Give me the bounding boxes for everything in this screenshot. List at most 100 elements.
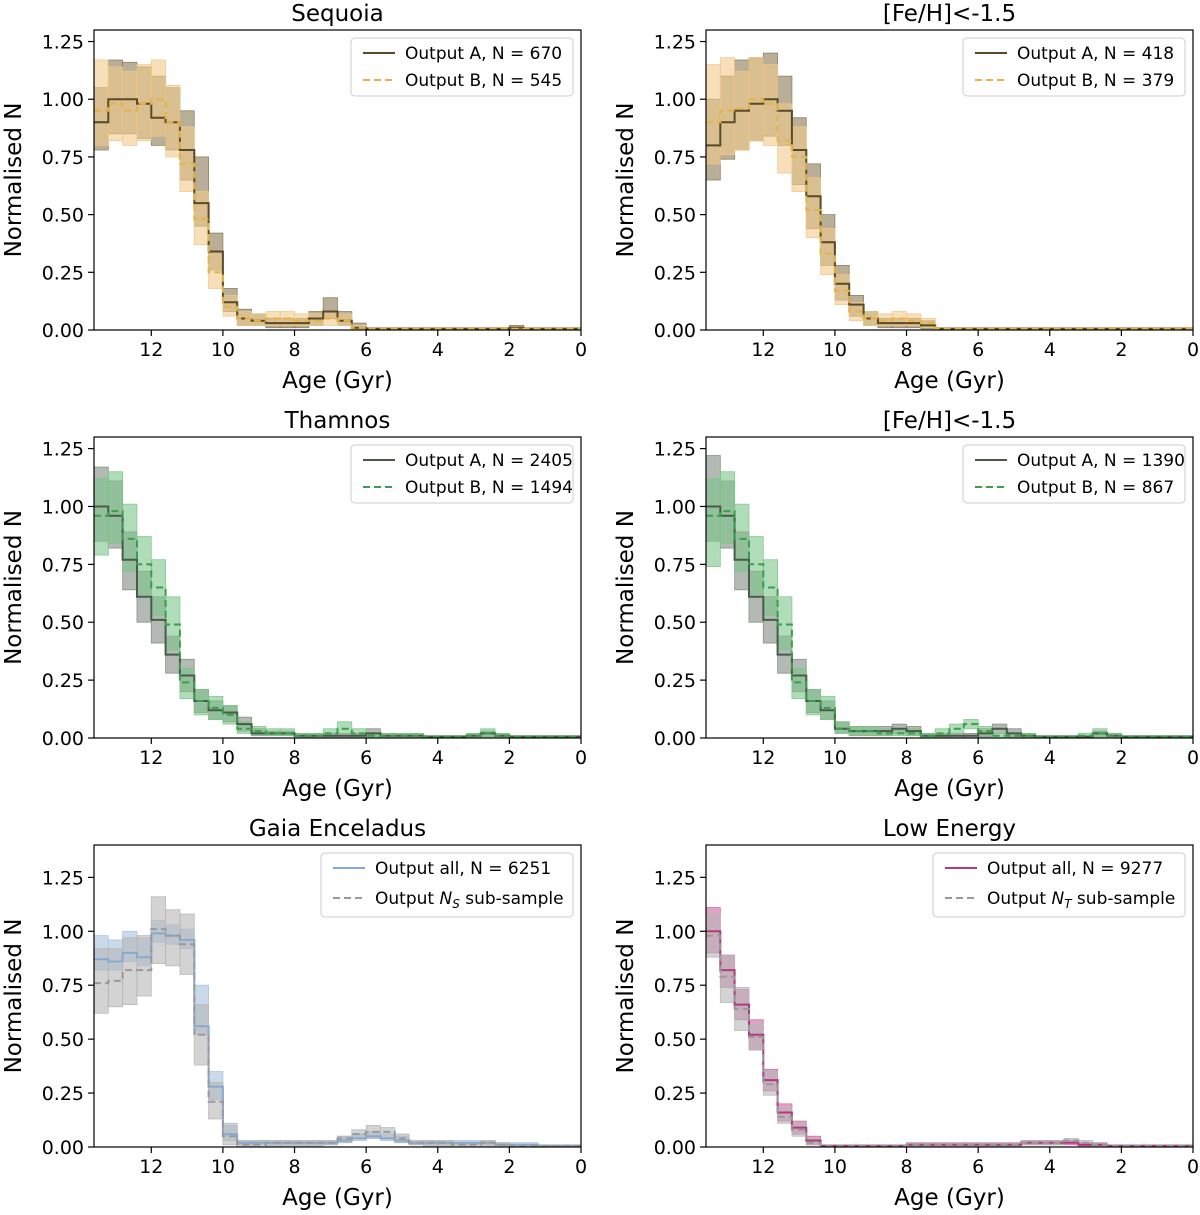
plot-area bbox=[706, 907, 1193, 1147]
error-band-bin bbox=[777, 103, 793, 174]
legend-box bbox=[350, 37, 574, 97]
error-band-bin bbox=[150, 59, 167, 137]
y-tick-label: 0.25 bbox=[654, 262, 696, 284]
error-band-bin bbox=[208, 253, 224, 289]
x-tick-label: 4 bbox=[432, 747, 444, 769]
legend-math-symbol: N bbox=[1051, 889, 1064, 909]
error-band-bin bbox=[748, 536, 764, 595]
y-tick-label: 0.00 bbox=[42, 728, 84, 750]
y-tick-label: 0.00 bbox=[654, 1137, 696, 1159]
legend-math-subscript: T bbox=[1064, 897, 1073, 911]
error-band-bin bbox=[94, 59, 109, 146]
legend: Output A, N = 670 Output B, N = 545 bbox=[350, 37, 574, 97]
x-tick-label: 4 bbox=[1044, 747, 1056, 769]
x-tick-label: 12 bbox=[751, 339, 775, 361]
y-tick-label: 0.50 bbox=[42, 205, 84, 227]
error-band-bin bbox=[380, 1127, 396, 1139]
y-tick-label: 1.25 bbox=[42, 867, 84, 889]
legend: Output all, N = 9277 Output NT sub-sample bbox=[932, 852, 1186, 918]
error-band-bin bbox=[94, 478, 109, 556]
x-tick-label: 2 bbox=[1115, 747, 1127, 769]
error-band-bin bbox=[791, 668, 807, 700]
y-axis-label: Normalised N bbox=[1, 103, 27, 258]
chart-title: Low Energy bbox=[883, 816, 1016, 842]
error-band-bin bbox=[179, 668, 195, 700]
error-band-bin bbox=[308, 313, 324, 326]
x-tick-label: 12 bbox=[139, 747, 163, 769]
axes-frame bbox=[705, 29, 1194, 331]
x-axis-label: Age (Gyr) bbox=[894, 368, 1005, 394]
error-band-bin bbox=[734, 503, 750, 572]
x-tick-label: 8 bbox=[900, 339, 912, 361]
y-tick-label: 1.00 bbox=[42, 496, 84, 518]
chart-title: Sequoia bbox=[291, 1, 383, 27]
y-tick-label: 0.00 bbox=[654, 320, 696, 342]
y-axis-label: Normalised N bbox=[613, 919, 639, 1074]
legend-entry-2: Output NT sub-sample bbox=[987, 889, 1175, 911]
y-tick-label: 0.75 bbox=[42, 554, 84, 576]
x-tick-label: 2 bbox=[1115, 1156, 1127, 1178]
error-band-bin bbox=[891, 728, 907, 737]
y-tick-label: 1.25 bbox=[42, 32, 84, 54]
y-tick-label: 0.50 bbox=[654, 612, 696, 634]
y-tick-label: 0.00 bbox=[42, 1137, 84, 1159]
x-tick-label: 12 bbox=[139, 339, 163, 361]
x-tick-label: 4 bbox=[432, 1156, 444, 1178]
band-group-2 bbox=[94, 471, 581, 738]
x-tick-label: 6 bbox=[972, 339, 984, 361]
legend-text-rest: sub-sample bbox=[1072, 889, 1176, 909]
error-band-bin bbox=[136, 935, 152, 997]
error-band-bin bbox=[165, 909, 181, 967]
y-tick-label: 0.75 bbox=[42, 147, 84, 169]
chart-panel-6: 12 10 8 6 4 2 0 0.00 0.25 0.50 0.75 1.00 1.25 Low Ene… bbox=[613, 816, 1199, 1211]
series-line-2 bbox=[94, 98, 581, 330]
y-tick-label: 0.25 bbox=[654, 670, 696, 692]
plot-area bbox=[94, 896, 581, 1147]
error-band-bin bbox=[236, 1140, 252, 1147]
x-tick-label: 0 bbox=[575, 339, 587, 361]
y-tick-label: 0.50 bbox=[654, 1029, 696, 1051]
error-band-bin bbox=[193, 191, 209, 246]
x-axis-label: Age (Gyr) bbox=[282, 1185, 393, 1210]
error-band-bin bbox=[906, 728, 922, 737]
x-tick-label: 10 bbox=[211, 747, 235, 769]
y-axis-label: Normalised N bbox=[1, 510, 27, 665]
x-tick-label: 10 bbox=[211, 339, 235, 361]
plot-area bbox=[706, 52, 1193, 330]
error-band-bin bbox=[122, 503, 138, 572]
error-band-bin bbox=[762, 1071, 779, 1096]
y-axis-label: Normalised N bbox=[613, 510, 639, 665]
x-tick-label: 6 bbox=[360, 1156, 372, 1178]
error-band-bin bbox=[193, 688, 209, 716]
series-line-1 bbox=[94, 505, 581, 738]
legend-entry-2: Output B, N = 867 bbox=[1017, 478, 1174, 498]
y-axis-label: Normalised N bbox=[613, 103, 639, 258]
error-band-bin bbox=[337, 1135, 353, 1144]
x-tick-label: 2 bbox=[503, 747, 515, 769]
y-tick-label: 0.75 bbox=[42, 975, 84, 997]
error-band-bin bbox=[208, 1081, 224, 1120]
error-band-bin bbox=[834, 274, 850, 306]
x-tick-label: 0 bbox=[575, 1156, 587, 1178]
legend-box bbox=[350, 444, 574, 504]
x-tick-label: 12 bbox=[751, 1156, 775, 1178]
y-tick-label: 1.25 bbox=[654, 867, 696, 889]
x-tick-label: 10 bbox=[823, 747, 847, 769]
error-band-bin bbox=[136, 64, 152, 142]
y-tick-label: 0.75 bbox=[654, 975, 696, 997]
y-tick-label: 0.50 bbox=[42, 612, 84, 634]
error-band-bin bbox=[251, 1140, 267, 1147]
legend-entry-1: Output all, N = 6251 bbox=[375, 859, 551, 879]
x-tick-label: 2 bbox=[503, 339, 515, 361]
legend-entry-2: Output NS sub-sample bbox=[375, 889, 564, 911]
x-tick-label: 8 bbox=[288, 1156, 300, 1178]
legend: Output A, N = 418 Output B, N = 379 bbox=[962, 37, 1186, 97]
legend-box bbox=[320, 852, 574, 918]
x-tick-label: 8 bbox=[900, 747, 912, 769]
y-tick-label: 0.25 bbox=[654, 1083, 696, 1105]
x-tick-label: 6 bbox=[360, 339, 372, 361]
x-tick-label: 10 bbox=[823, 1156, 847, 1178]
chart-panel-5: 12 10 8 6 4 2 0 0.00 0.25 0.50 0.75 1.00 1.25 Gaia En… bbox=[1, 816, 587, 1211]
error-band-bin bbox=[805, 177, 821, 239]
